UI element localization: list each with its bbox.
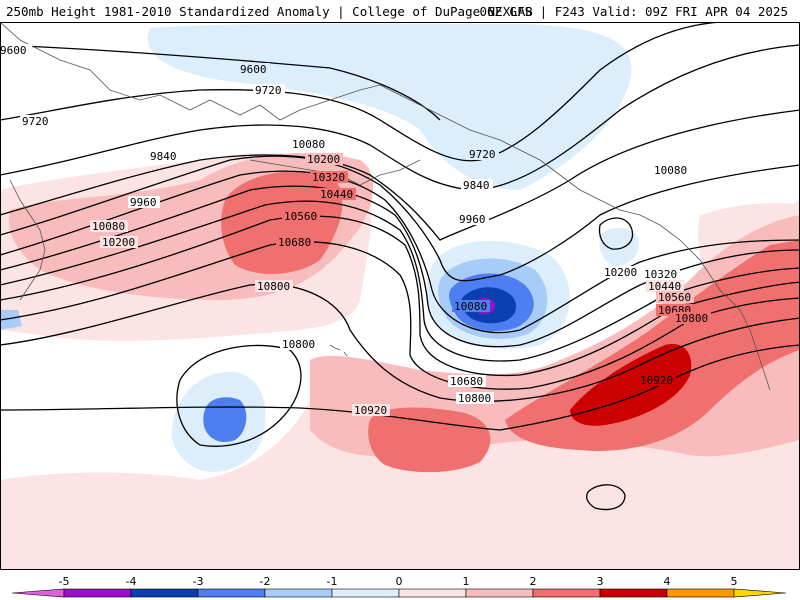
contour-10920: [0, 344, 800, 431]
contour-10320: [0, 185, 800, 348]
contour-9720: [0, 22, 721, 162]
swatch-4-5: [666, 588, 735, 598]
contour-label: 10200: [307, 153, 340, 166]
contour-label: 10680: [278, 236, 311, 249]
contour-label: 9720: [22, 115, 49, 128]
contour-label: 9960: [130, 196, 157, 209]
contour-label: 10800: [257, 280, 290, 293]
contour-label: 10080: [92, 220, 125, 233]
colorbar: -5 -4 -3 -2 -1 0 1 2 3 4 5: [0, 570, 800, 600]
red-area-east-ring3: [570, 344, 692, 426]
contour-label: 9960: [459, 213, 486, 226]
contour-label: 10680: [450, 375, 483, 388]
swatch-lt-neg5: [11, 588, 65, 598]
contour-label: 10560: [284, 210, 317, 223]
swatch-neg5-neg4: [63, 588, 132, 598]
contour-label: 10080: [454, 300, 487, 313]
contour-label: 10560: [658, 291, 691, 304]
colorbar-tick-label: 2: [530, 575, 537, 588]
colorbar-tick-label: 1: [463, 575, 470, 588]
contour-label: 9720: [255, 84, 282, 97]
red-area-west-ring2: [221, 171, 343, 275]
contour-label: 10800: [282, 338, 315, 351]
contour-label: 10200: [102, 236, 135, 249]
swatch-neg4-neg3: [130, 588, 199, 598]
colorbar-tick-label: -1: [327, 575, 338, 588]
swatch-neg1-0: [331, 588, 400, 598]
contour-10800: [0, 283, 800, 402]
contour-label: 10080: [292, 138, 325, 151]
swatch-1-2: [465, 588, 534, 598]
swatch-neg3-neg2: [197, 588, 266, 598]
title-right: 06Z GFS | F243 Valid: 09Z FRI APR 04 202…: [479, 4, 788, 19]
red-area-south-ring2: [368, 407, 491, 473]
contour-label: 10200: [604, 266, 637, 279]
contour-label: 9840: [463, 179, 490, 192]
contour-label: 9720: [469, 148, 496, 161]
colorbar-tick-label: 0: [396, 575, 403, 588]
contour-label: 9840: [150, 150, 177, 163]
contour-label: 10800: [675, 312, 708, 325]
coastline-hawaii: [329, 344, 348, 357]
contour-10920-south: [586, 484, 626, 511]
contour-label: 10320: [312, 171, 345, 184]
contour-10200: [0, 170, 800, 334]
colorbar-tick-label: -3: [193, 575, 204, 588]
contour-label: 10440: [320, 188, 353, 201]
contour-label: 10920: [354, 404, 387, 417]
swatch-neg2-neg1: [264, 588, 333, 598]
blue-area-sw-ring2: [203, 397, 247, 443]
contour-label: 10080: [654, 164, 687, 177]
blue-area-bc: [599, 227, 639, 266]
title-left: 250mb Height 1981-2010 Standardized Anom…: [6, 4, 533, 19]
contour-9840: [0, 44, 800, 191]
colorbar-tick-label: 5: [731, 575, 738, 588]
swatch-3-4: [599, 588, 668, 598]
contour-9600: [0, 44, 441, 121]
colorbar-tick-label: 3: [597, 575, 604, 588]
contour-10800-closed: [176, 344, 302, 447]
blue-area-sw-coast: [0, 310, 22, 330]
contour-labels: 9600 9600 9720 9720 9720 9840 9840 9960 …: [0, 44, 711, 417]
contour-9960: [0, 109, 800, 241]
header: 250mb Height 1981-2010 Standardized Anom…: [0, 0, 800, 22]
contour-label: 10320: [644, 268, 677, 281]
coastlines: [0, 22, 771, 391]
anomaly-map: 9600 9600 9720 9720 9720 9840 9840 9960 …: [0, 22, 800, 570]
colorbar-tick-label: -2: [260, 575, 271, 588]
contour-label: 10440: [648, 280, 681, 293]
contour-label: 10920: [640, 374, 673, 387]
colorbar-tick-label: -5: [59, 575, 70, 588]
colorbar-tick-label: -4: [126, 575, 137, 588]
height-contours: [0, 22, 800, 511]
colorbar-swatches: [11, 588, 787, 598]
coastline-japan: [9, 179, 46, 301]
coastline-alaska: [299, 84, 771, 391]
contour-label: 9600: [0, 44, 27, 57]
colorbar-ticks: -5 -4 -3 -2 -1 0 1 2 3 4 5: [59, 575, 738, 588]
colorbar-tick-label: 4: [664, 575, 671, 588]
swatch-0-1: [398, 588, 467, 598]
contour-10080-bc: [598, 217, 634, 250]
coastline-aleutians: [249, 159, 421, 186]
contour-label: 10800: [458, 392, 491, 405]
swatch-2-3: [532, 588, 601, 598]
coastline-siberia: [0, 22, 301, 121]
contour-label: 9600: [240, 63, 267, 76]
red-area-east-ring2: [505, 240, 800, 451]
swatch-gt-pos5: [733, 588, 787, 598]
